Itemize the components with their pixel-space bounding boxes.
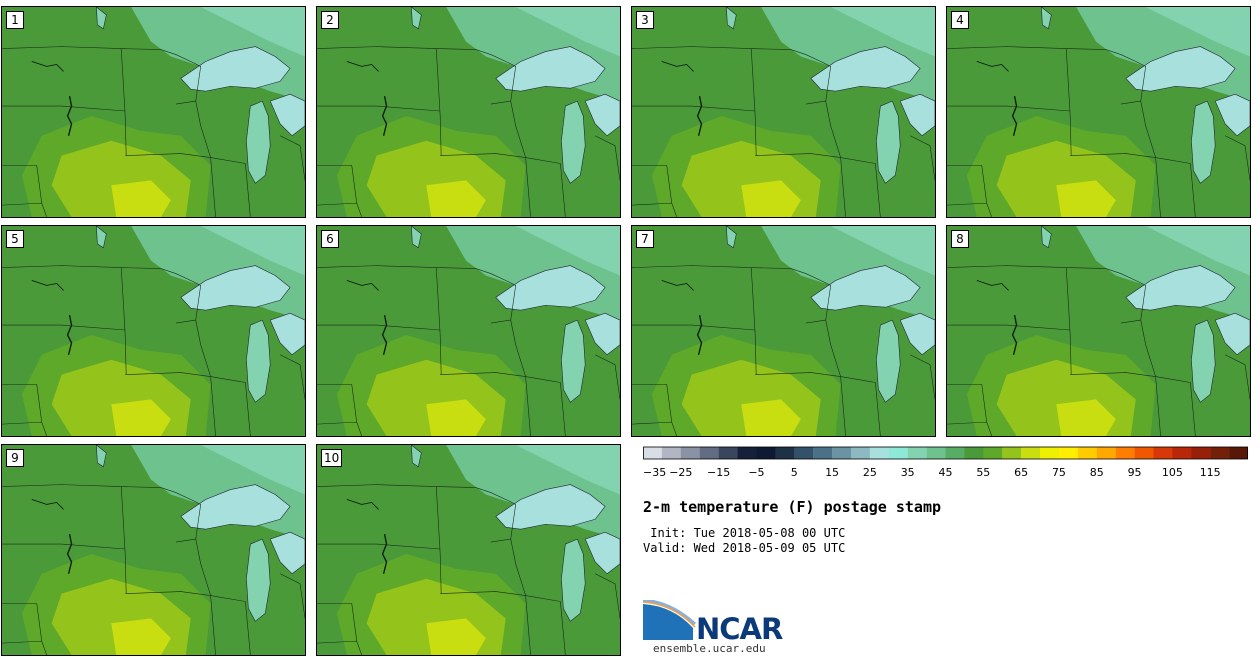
colorbar-cell xyxy=(661,447,682,459)
colorbar-tick-label: 105 xyxy=(1162,466,1183,479)
colorbar-cell xyxy=(1229,447,1248,459)
site-url: ensemble.ucar.edu xyxy=(653,642,766,655)
colorbar-tick-label: 35 xyxy=(901,466,915,479)
colorbar-tick-label: 45 xyxy=(939,466,953,479)
colorbar-cell xyxy=(794,447,814,459)
colorbar-cell xyxy=(1134,447,1154,459)
colorbar-tick-label: 15 xyxy=(825,466,839,479)
colorbar-cell xyxy=(1040,447,1060,459)
colorbar-cell xyxy=(983,447,1003,459)
colorbar-cell xyxy=(1021,447,1041,459)
temperature-map xyxy=(632,226,935,436)
colorbar-tick-label: 25 xyxy=(863,466,877,479)
panel-label: 6 xyxy=(321,230,339,248)
panel-label: 7 xyxy=(636,230,654,248)
colorbar-cell xyxy=(964,447,984,459)
colorbar-cell xyxy=(832,447,852,459)
member-panel-5: 5 xyxy=(1,225,306,437)
temperature-map xyxy=(947,226,1250,436)
colorbar-cell xyxy=(945,447,965,459)
valid-time: Valid: Wed 2018-05-09 05 UTC xyxy=(643,541,846,555)
colorbar: −35 −25 −15 −5 5 15 25 35 45 55 65 75 85 95 105 115 xyxy=(643,446,1248,479)
panel-label: 2 xyxy=(321,11,339,29)
colorbar-cell xyxy=(1191,447,1211,459)
temperature-map xyxy=(317,226,620,436)
colorbar-cell xyxy=(1172,447,1192,459)
colorbar-tick-label: 75 xyxy=(1052,466,1066,479)
colorbar-cell xyxy=(756,447,776,459)
panel-label: 8 xyxy=(951,230,969,248)
temperature-map xyxy=(2,226,305,436)
panel-label: 5 xyxy=(6,230,24,248)
init-time: Init: Tue 2018-05-08 00 UTC xyxy=(643,526,846,540)
colorbar-cell xyxy=(1153,447,1173,459)
panel-label: 3 xyxy=(636,11,654,29)
member-panel-4: 4 xyxy=(946,6,1251,218)
colorbar-tick-label: 55 xyxy=(976,466,990,479)
colorbar-cell xyxy=(907,447,927,459)
panel-label: 9 xyxy=(6,449,24,467)
colorbar-cell xyxy=(1210,447,1230,459)
colorbar-cell xyxy=(775,447,795,459)
member-panel-1: 1 xyxy=(1,6,306,218)
member-panel-6: 6 xyxy=(316,225,621,437)
colorbar-tick-label: 95 xyxy=(1128,466,1142,479)
ncar-logo-icon xyxy=(643,600,697,640)
member-panel-9: 9 xyxy=(1,444,306,656)
logo-text: NCAR xyxy=(696,612,783,646)
colorbar-cell xyxy=(850,447,871,459)
member-panel-10: 10 xyxy=(316,444,621,656)
page-title: 2-m temperature (F) postage stamp xyxy=(643,498,942,516)
temperature-map xyxy=(632,7,935,217)
panel-label: 1 xyxy=(6,11,24,29)
colorbar-tick-label: −5 xyxy=(748,466,764,479)
colorbar-cell xyxy=(737,447,757,459)
colorbar-cell xyxy=(1077,447,1097,459)
colorbar-tick-label: 115 xyxy=(1200,466,1221,479)
colorbar-tick-label: 85 xyxy=(1090,466,1104,479)
member-panel-3: 3 xyxy=(631,6,936,218)
colorbar-cell xyxy=(680,447,700,459)
colorbar-cell xyxy=(1002,447,1022,459)
colorbar-cell xyxy=(869,447,889,459)
colorbar-cell xyxy=(1058,447,1079,459)
colorbar-tick-label: −35 xyxy=(643,466,666,479)
colorbar-tick-label: 5 xyxy=(791,466,798,479)
colorbar-tick-label: −15 xyxy=(707,466,730,479)
colorbar-cell xyxy=(1096,447,1116,459)
member-panel-8: 8 xyxy=(946,225,1251,437)
colorbar-cell xyxy=(643,447,663,459)
colorbar-cell xyxy=(718,447,738,459)
temperature-map xyxy=(2,7,305,217)
temperature-map xyxy=(317,445,620,655)
temperature-map xyxy=(2,445,305,655)
member-panel-2: 2 xyxy=(316,6,621,218)
panel-label: 10 xyxy=(321,449,343,467)
colorbar-cell xyxy=(926,447,946,459)
colorbar-cell xyxy=(888,447,908,459)
member-panel-7: 7 xyxy=(631,225,936,437)
colorbar-cell xyxy=(699,447,719,459)
temperature-map xyxy=(947,7,1250,217)
colorbar-tick-label: 65 xyxy=(1014,466,1028,479)
colorbar-tick-label: −25 xyxy=(669,466,692,479)
temperature-map xyxy=(317,7,620,217)
panel-label: 4 xyxy=(951,11,969,29)
colorbar-cell xyxy=(813,447,833,459)
colorbar-cell xyxy=(1115,447,1135,459)
